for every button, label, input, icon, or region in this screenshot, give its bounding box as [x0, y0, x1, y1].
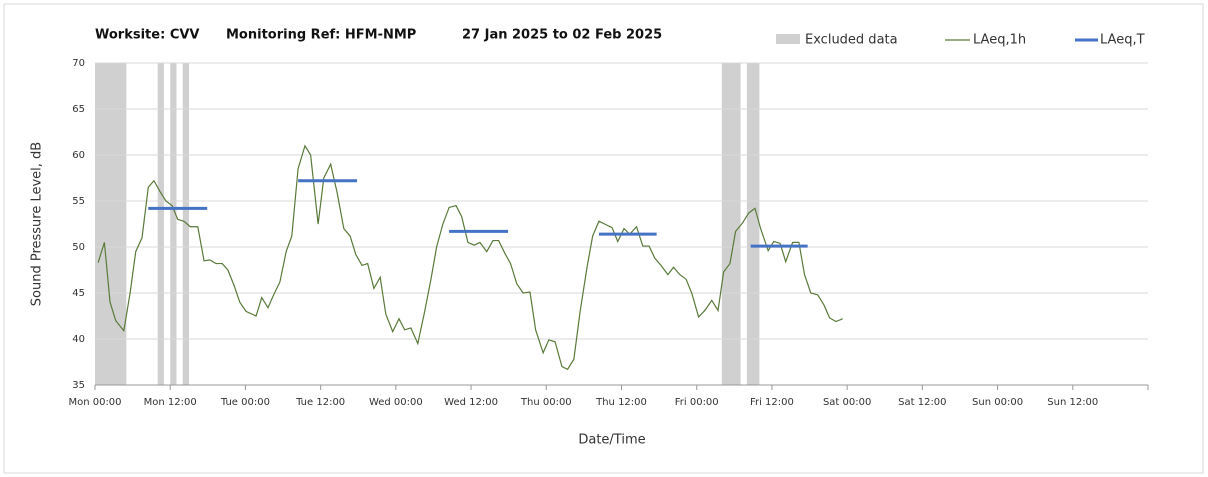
x-axis-label: Date/Time — [578, 433, 645, 448]
y-tick-label: 70 — [72, 58, 85, 69]
x-tick-label: Tue 00:00 — [220, 397, 270, 408]
x-tick-label: Thu 00:00 — [520, 397, 572, 408]
excluded-band — [157, 63, 164, 385]
legend-swatch — [776, 34, 800, 44]
x-tick-label: Fri 00:00 — [675, 397, 719, 408]
y-tick-label: 45 — [72, 288, 85, 299]
title-ref: Monitoring Ref: HFM-NMP — [226, 28, 416, 43]
line-series — [97, 144, 843, 371]
excluded-band — [182, 63, 190, 385]
x-tick-label: Sat 12:00 — [898, 397, 946, 408]
x-tick-label: Sat 00:00 — [823, 397, 871, 408]
x-tick-label: Wed 00:00 — [369, 397, 423, 408]
x-tick-label: Sun 12:00 — [1047, 397, 1098, 408]
x-tick-label: Wed 12:00 — [444, 397, 498, 408]
excluded-band — [721, 63, 741, 385]
legend-label: LAeq,T — [1100, 33, 1145, 48]
x-tick-label: Thu 12:00 — [595, 397, 647, 408]
x-tick-label: Mon 00:00 — [68, 397, 121, 408]
y-tick-label: 60 — [72, 150, 85, 161]
y-tick-label: 35 — [72, 380, 85, 391]
title-worksite: Worksite: CVV — [95, 28, 199, 43]
y-axis-label: Sound Pressure Level, dB — [30, 142, 45, 306]
y-tick-label: 40 — [72, 334, 85, 345]
x-tick-label: Tue 12:00 — [295, 397, 345, 408]
y-tick-label: 50 — [72, 242, 85, 253]
legend-label: LAeq,1h — [973, 33, 1026, 48]
chart-border — [3, 3, 1204, 474]
excluded-band — [170, 63, 177, 385]
title-dates: 27 Jan 2025 to 02 Feb 2025 — [462, 28, 662, 43]
y-tick-label: 55 — [72, 196, 85, 207]
legend-label: Excluded data — [805, 33, 898, 48]
excluded-band — [95, 63, 127, 385]
excluded-band — [746, 63, 760, 385]
y-tick-label: 65 — [72, 104, 85, 115]
x-tick-label: Fri 12:00 — [750, 397, 794, 408]
x-tick-label: Sun 00:00 — [972, 397, 1023, 408]
x-tick-label: Mon 12:00 — [144, 397, 197, 408]
